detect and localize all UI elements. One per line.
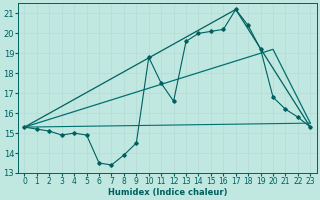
X-axis label: Humidex (Indice chaleur): Humidex (Indice chaleur) — [108, 188, 227, 197]
